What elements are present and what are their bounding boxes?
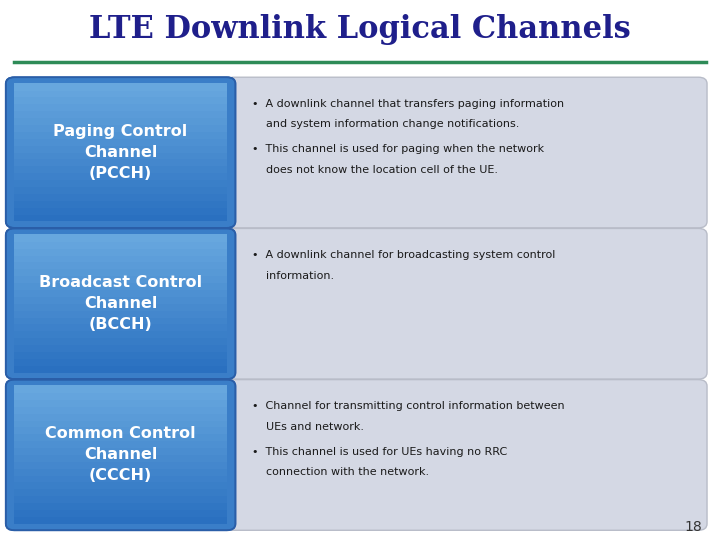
FancyBboxPatch shape [14, 124, 227, 132]
FancyBboxPatch shape [14, 138, 227, 146]
FancyBboxPatch shape [14, 241, 227, 248]
FancyBboxPatch shape [14, 413, 227, 421]
Text: LTE Downlink Logical Channels: LTE Downlink Logical Channels [89, 14, 631, 45]
FancyBboxPatch shape [14, 461, 227, 469]
FancyBboxPatch shape [14, 454, 227, 462]
FancyBboxPatch shape [14, 83, 227, 91]
Text: •  Channel for transmitting control information between: • Channel for transmitting control infor… [252, 401, 564, 411]
FancyBboxPatch shape [14, 254, 227, 262]
FancyBboxPatch shape [14, 427, 227, 434]
FancyBboxPatch shape [14, 440, 227, 448]
FancyBboxPatch shape [14, 488, 227, 496]
FancyBboxPatch shape [14, 261, 227, 269]
Text: and system information change notifications.: and system information change notificati… [252, 119, 519, 130]
FancyBboxPatch shape [14, 103, 227, 111]
FancyBboxPatch shape [14, 309, 227, 318]
Text: •  This channel is used for paging when the network: • This channel is used for paging when t… [252, 144, 544, 154]
FancyBboxPatch shape [14, 179, 227, 187]
FancyBboxPatch shape [14, 344, 227, 352]
Text: Broadcast Control
Channel
(BCCH): Broadcast Control Channel (BCCH) [39, 275, 202, 332]
FancyBboxPatch shape [14, 399, 227, 407]
FancyBboxPatch shape [14, 316, 227, 325]
FancyBboxPatch shape [14, 193, 227, 201]
Text: •  A downlink channel that transfers paging information: • A downlink channel that transfers pagi… [252, 99, 564, 109]
FancyBboxPatch shape [14, 468, 227, 476]
FancyBboxPatch shape [14, 392, 227, 400]
FancyBboxPatch shape [14, 145, 227, 152]
FancyBboxPatch shape [14, 406, 227, 414]
FancyBboxPatch shape [14, 110, 227, 118]
FancyBboxPatch shape [14, 509, 227, 517]
FancyBboxPatch shape [14, 330, 227, 338]
FancyBboxPatch shape [14, 516, 227, 524]
FancyBboxPatch shape [14, 475, 227, 483]
FancyBboxPatch shape [14, 117, 227, 125]
FancyBboxPatch shape [14, 234, 227, 242]
FancyBboxPatch shape [14, 323, 227, 332]
FancyBboxPatch shape [14, 213, 227, 221]
FancyBboxPatch shape [14, 172, 227, 180]
FancyBboxPatch shape [14, 275, 227, 283]
FancyBboxPatch shape [14, 206, 227, 214]
FancyBboxPatch shape [14, 165, 227, 173]
Text: •  This channel is used for UEs having no RRC: • This channel is used for UEs having no… [252, 447, 508, 457]
FancyBboxPatch shape [14, 364, 227, 373]
FancyBboxPatch shape [14, 502, 227, 510]
Text: Paging Control
Channel
(PCCH): Paging Control Channel (PCCH) [53, 124, 188, 181]
FancyBboxPatch shape [14, 420, 227, 428]
FancyBboxPatch shape [225, 228, 707, 379]
FancyBboxPatch shape [14, 158, 227, 166]
Text: 18: 18 [684, 519, 702, 534]
FancyBboxPatch shape [14, 247, 227, 255]
Text: •  A downlink channel for broadcasting system control: • A downlink channel for broadcasting sy… [252, 250, 555, 260]
FancyBboxPatch shape [14, 385, 227, 393]
Text: does not know the location cell of the UE.: does not know the location cell of the U… [252, 165, 498, 175]
FancyBboxPatch shape [14, 302, 227, 310]
FancyBboxPatch shape [6, 77, 235, 228]
FancyBboxPatch shape [14, 151, 227, 159]
FancyBboxPatch shape [14, 351, 227, 359]
FancyBboxPatch shape [14, 482, 227, 489]
FancyBboxPatch shape [14, 358, 227, 366]
FancyBboxPatch shape [14, 447, 227, 455]
FancyBboxPatch shape [14, 296, 227, 303]
FancyBboxPatch shape [14, 433, 227, 441]
FancyBboxPatch shape [14, 90, 227, 97]
FancyBboxPatch shape [14, 200, 227, 208]
FancyBboxPatch shape [14, 495, 227, 503]
FancyBboxPatch shape [6, 228, 235, 379]
FancyBboxPatch shape [14, 289, 227, 297]
FancyBboxPatch shape [6, 380, 235, 530]
FancyBboxPatch shape [225, 380, 707, 530]
FancyBboxPatch shape [14, 131, 227, 139]
FancyBboxPatch shape [14, 96, 227, 104]
FancyBboxPatch shape [14, 268, 227, 276]
Text: information.: information. [252, 271, 334, 281]
Text: Common Control
Channel
(CCCH): Common Control Channel (CCCH) [45, 427, 196, 483]
FancyBboxPatch shape [14, 282, 227, 290]
Text: connection with the network.: connection with the network. [252, 467, 429, 477]
FancyBboxPatch shape [14, 186, 227, 194]
Text: UEs and network.: UEs and network. [252, 422, 364, 432]
FancyBboxPatch shape [225, 77, 707, 228]
FancyBboxPatch shape [14, 337, 227, 345]
